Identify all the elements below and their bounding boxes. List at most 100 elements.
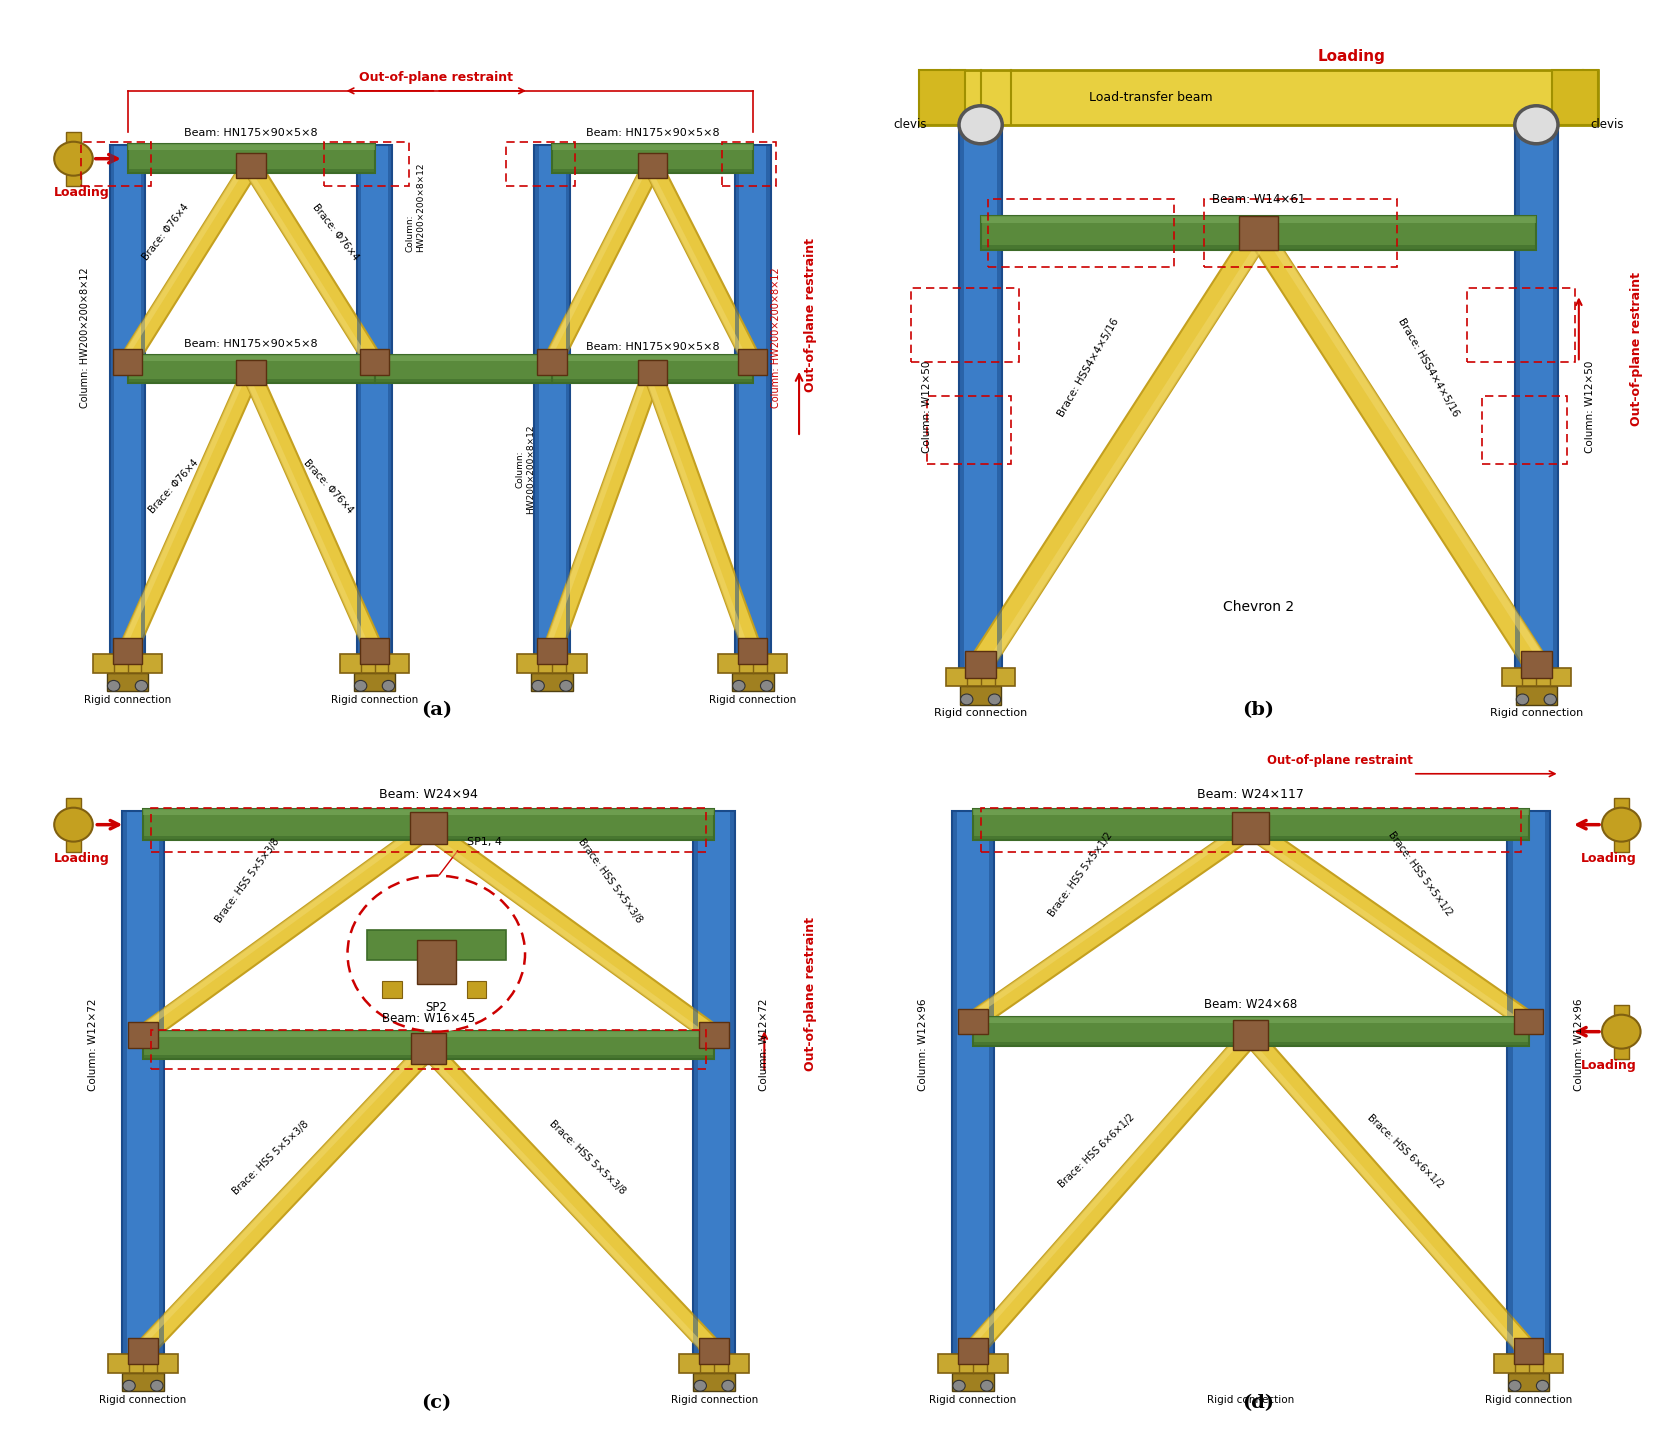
Bar [517,654,587,673]
Text: Loading: Loading [54,852,111,865]
Bar [920,71,1597,124]
Polygon shape [119,162,258,367]
Bar [357,144,361,654]
Bar [552,355,753,361]
Bar [700,1337,728,1363]
Circle shape [1602,807,1641,842]
Bar [988,199,1173,267]
Bar [1238,217,1279,250]
Bar [143,1031,715,1037]
Text: Out-of-plane restraint: Out-of-plane restraint [1267,754,1413,767]
Bar [680,1354,748,1373]
Text: Rigid connection: Rigid connection [671,1395,758,1405]
Text: Brace: Φ76×4: Brace: Φ76×4 [302,458,356,516]
Bar [416,940,455,985]
Bar [532,673,572,692]
Text: Out-of-plane restraint: Out-of-plane restraint [1631,271,1643,426]
Bar [911,287,1019,362]
Text: clevis: clevis [1591,118,1624,131]
Bar [1515,124,1557,667]
Bar [411,1034,446,1064]
Text: Column: W12×72: Column: W12×72 [760,999,769,1092]
Circle shape [354,680,367,692]
Text: Brace: HSS 5×5×3/8: Brace: HSS 5×5×3/8 [576,838,644,926]
Bar [151,807,706,852]
Bar [693,812,735,1354]
Text: Column:
HW200×200×8×12: Column: HW200×200×8×12 [515,425,535,514]
Text: Rigid connection: Rigid connection [84,695,171,705]
Text: Brace: HSS 5×5×1/2: Brace: HSS 5×5×1/2 [1386,830,1455,918]
Polygon shape [983,235,1269,670]
Polygon shape [970,228,1269,670]
Polygon shape [644,166,750,365]
Polygon shape [119,370,248,650]
Bar [409,812,446,845]
Bar [1205,199,1398,267]
Circle shape [107,680,119,692]
Bar [109,144,146,654]
Bar [960,686,1002,705]
Bar [1552,71,1597,124]
Text: Brace: HSS 6×6×1/2: Brace: HSS 6×6×1/2 [1366,1112,1445,1190]
Text: Brace: HSS 5×5×3/8: Brace: HSS 5×5×3/8 [213,838,280,926]
Bar [960,124,965,667]
Text: (b): (b) [1242,702,1275,719]
Text: Beam: W24×117: Beam: W24×117 [1198,788,1304,801]
Circle shape [54,142,92,176]
Bar [159,812,164,1354]
Bar [951,812,956,1354]
Polygon shape [243,166,373,367]
Polygon shape [965,1030,1258,1356]
Bar [367,930,505,960]
Bar [466,980,487,998]
Circle shape [1515,105,1557,144]
Polygon shape [967,822,1248,1019]
Bar [354,673,396,692]
Bar [951,1373,993,1392]
Bar [552,380,753,383]
Polygon shape [136,1043,426,1349]
Bar [1514,1337,1544,1363]
Bar [552,144,753,173]
Polygon shape [1248,228,1547,670]
Polygon shape [423,830,711,1043]
Text: Rigid connection: Rigid connection [99,1395,186,1405]
Bar [128,355,374,383]
Circle shape [695,1380,706,1391]
Text: Column: HW200×200×8×12: Column: HW200×200×8×12 [770,267,780,409]
Bar [128,1022,158,1048]
Text: Column: W12×72: Column: W12×72 [87,999,97,1092]
Bar [700,1022,728,1048]
Polygon shape [1243,1030,1537,1356]
Bar [980,217,1537,250]
Circle shape [1517,695,1529,705]
Bar [958,1337,988,1363]
Bar [1552,124,1557,667]
Bar [359,638,389,664]
Bar [107,1354,178,1373]
Bar [112,349,143,375]
Text: Beam: HN175×90×5×8: Beam: HN175×90×5×8 [185,129,317,139]
Bar [1232,812,1269,845]
Bar [128,380,374,383]
Circle shape [722,1380,735,1391]
Bar [638,153,668,179]
Polygon shape [544,162,661,365]
Bar [324,142,409,186]
Polygon shape [242,374,373,654]
Text: Beam: W24×94: Beam: W24×94 [379,788,478,801]
Bar [1233,1019,1269,1050]
Text: Chevron 2: Chevron 2 [1223,599,1294,614]
Polygon shape [242,370,383,654]
Bar [1467,287,1576,362]
Bar [980,245,1537,250]
Text: Rigid connection: Rigid connection [930,1395,1017,1405]
Bar [534,144,571,654]
Bar [1493,1354,1564,1373]
Polygon shape [965,1030,1248,1349]
Polygon shape [421,1043,722,1356]
Bar [388,144,393,654]
Bar [722,142,775,186]
Circle shape [560,680,572,692]
Text: Brace: HSS 5×5×3/8: Brace: HSS 5×5×3/8 [547,1119,628,1197]
